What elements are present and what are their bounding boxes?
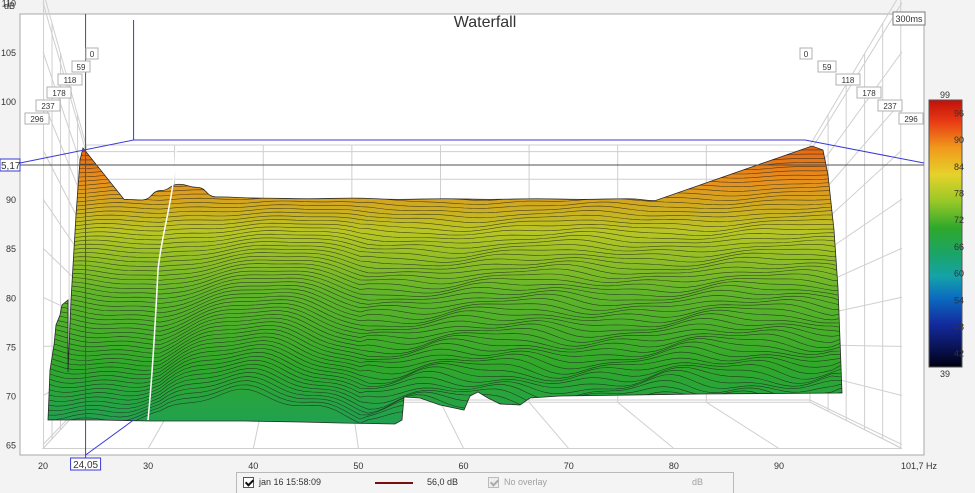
time-slice-label: 178 (46, 86, 72, 99)
y-tick-label: 110 (2, 0, 16, 9)
colorbar-tick-label: 54 (954, 295, 964, 305)
colorbar-tick-label: 60 (954, 269, 964, 279)
svg-text:178: 178 (52, 89, 66, 98)
trace-swatch (375, 477, 413, 487)
overlay-unit: dB (692, 477, 704, 487)
y-tick-label: 75 (6, 342, 16, 352)
y-axis-label: dB (4, 1, 15, 11)
colorbar-max-label: 99 (940, 90, 950, 100)
time-slice-label: 59 (71, 60, 91, 73)
time-slice-label: 0 (799, 47, 813, 60)
svg-text:118: 118 (842, 76, 855, 85)
colorbar-tick-label: 72 (954, 215, 964, 225)
measurement-entry[interactable]: jan 16 15:58:09 (243, 477, 322, 489)
x-tick-label: 40 (248, 461, 258, 471)
y-axis-ticks: 65 70 75 80 85 90 100 105 110 (1, 0, 16, 451)
colorbar-tick-label: 90 (954, 135, 964, 145)
front-slice-trace (147, 149, 177, 421)
time-slice-label: 296 (24, 112, 50, 125)
overlay-entry[interactable]: No overlay (488, 477, 548, 489)
x-tick-label: 30 (143, 461, 153, 471)
cursor[interactable]: 5,17 24,05 (0, 14, 925, 471)
colorbar-min-label: 39 (940, 369, 950, 379)
time-slice-labels-right: 0 59 118 178 237 296 (799, 47, 924, 125)
time-slice-label: 118 (835, 73, 861, 86)
colorbar-tick-label: 96 (954, 108, 964, 118)
trace-color-swatch (375, 481, 413, 484)
svg-text:0: 0 (804, 50, 809, 59)
y-tick-label: 105 (1, 48, 16, 58)
x-tick-label: 20 (38, 461, 48, 471)
colorbar: 96 90 84 78 72 66 60 54 48 42 99 39 (928, 90, 964, 379)
y-tick-label: 80 (6, 293, 16, 303)
time-slice-label: 237 (35, 99, 61, 112)
x-axis-ticks: 20 30 40 50 60 70 80 90 101,7 Hz (38, 461, 938, 471)
measurement-checkbox[interactable] (243, 477, 254, 489)
x-tick-label: 90 (774, 461, 784, 471)
svg-text:237: 237 (41, 102, 55, 111)
x-tick-label: 80 (669, 461, 679, 471)
svg-text:59: 59 (823, 63, 832, 72)
chart-title: Waterfall (454, 14, 517, 31)
colorbar-tick-label: 42 (954, 349, 964, 359)
measurement-name: jan 16 15:58:09 (259, 477, 322, 487)
legend-bar: jan 16 15:58:09 56,0 dB No overlay dB (236, 472, 734, 493)
y-tick-label: 100 (1, 97, 16, 107)
colorbar-gradient (928, 99, 963, 368)
svg-text:296: 296 (904, 115, 918, 124)
time-slice-label: 296 (898, 112, 924, 125)
colorbar-tick-label: 84 (954, 162, 964, 172)
time-slice-label: 59 (817, 60, 837, 73)
time-range-badge: 300ms (892, 11, 926, 26)
y-tick-label: 85 (6, 244, 16, 254)
y-tick-label: 65 (6, 441, 16, 451)
x-tick-label: 70 (564, 461, 574, 471)
x-tick-label: 60 (459, 461, 469, 471)
time-slice-label: 0 (85, 47, 99, 60)
x-tick-label: 50 (353, 461, 363, 471)
time-slice-label: 237 (877, 99, 903, 112)
colorbar-tick-label: 78 (954, 188, 964, 198)
svg-text:237: 237 (883, 102, 897, 111)
cursor-y-readout: 5,17 (0, 158, 21, 172)
cursor-x-readout: 24,05 (70, 457, 102, 471)
x-tick-label: 101,7 Hz (901, 461, 938, 471)
colorbar-tick-label: 48 (954, 322, 964, 332)
overlay-label: No overlay (504, 477, 548, 487)
measurement-value: 56,0 dB (427, 477, 459, 487)
time-slice-label: 118 (57, 73, 83, 86)
svg-text:118: 118 (64, 76, 77, 85)
overlay-checkbox[interactable] (488, 477, 499, 489)
time-slice-label: 178 (856, 86, 882, 99)
svg-text:296: 296 (30, 115, 44, 124)
colorbar-tick-label: 66 (954, 242, 964, 252)
cursor-x-value: 24,05 (73, 460, 98, 471)
svg-text:0: 0 (90, 50, 95, 59)
y-tick-label: 70 (6, 392, 16, 402)
time-range-label: 300ms (895, 14, 923, 24)
svg-text:59: 59 (77, 63, 86, 72)
svg-text:178: 178 (862, 89, 876, 98)
y-tick-label: 90 (6, 195, 16, 205)
cursor-y-value: 5,17 (1, 161, 21, 172)
